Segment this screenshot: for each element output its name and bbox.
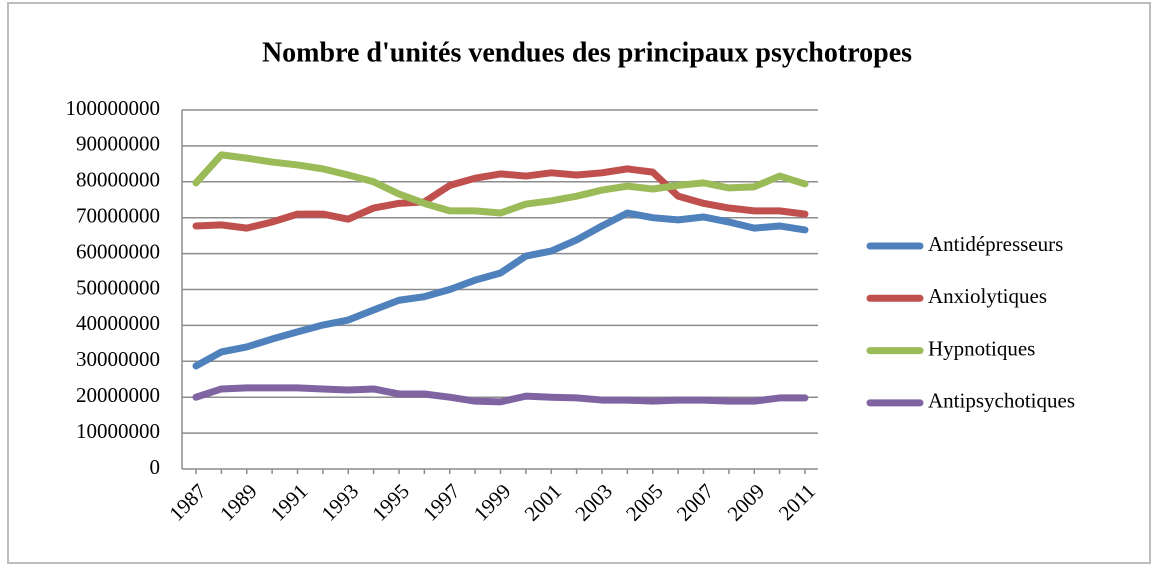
- series-line: [192, 209, 809, 370]
- y-tick-label: 100000000: [66, 96, 161, 120]
- series-line: [192, 384, 809, 406]
- y-tick-label: 50000000: [76, 275, 160, 299]
- legend-label: Hypnotiques: [928, 336, 1035, 360]
- y-tick-label: 90000000: [76, 132, 160, 156]
- y-tick-label: 60000000: [76, 239, 160, 263]
- chart-title: Nombre d'unités vendues des principaux p…: [262, 37, 912, 68]
- legend-label: Antipsychotiques: [928, 389, 1075, 413]
- y-tick-label: 30000000: [76, 347, 160, 371]
- y-tick-label: 80000000: [76, 168, 160, 192]
- y-tick-label: 70000000: [76, 204, 160, 228]
- y-tick-label: 10000000: [76, 419, 160, 443]
- y-tick-label: 0: [150, 455, 161, 479]
- legend-label: Anxiolytiques: [928, 284, 1047, 308]
- series-line: [192, 151, 809, 217]
- y-tick-label: 40000000: [76, 311, 160, 335]
- legend-label: Antidépresseurs: [928, 232, 1063, 256]
- series-line: [192, 165, 809, 232]
- y-tick-label: 20000000: [76, 383, 160, 407]
- chart-frame: [7, 2, 1151, 564]
